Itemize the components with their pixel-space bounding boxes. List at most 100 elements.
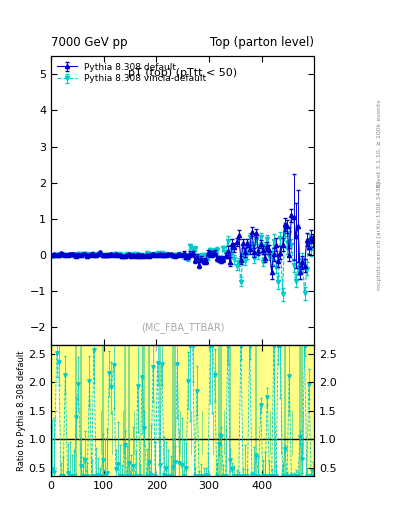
Bar [128, 345, 130, 476]
Bar [161, 345, 163, 476]
Bar [306, 345, 308, 476]
Bar [209, 345, 211, 476]
Bar [80, 345, 82, 476]
Bar [51, 345, 314, 411]
Bar [218, 345, 220, 476]
Bar [196, 345, 198, 476]
Bar [137, 345, 139, 476]
Bar [224, 345, 227, 476]
Bar [310, 345, 312, 476]
Bar [244, 345, 246, 476]
Bar [150, 345, 152, 476]
Bar [257, 345, 259, 476]
Bar [60, 345, 62, 476]
Bar [277, 345, 279, 476]
Bar [303, 345, 306, 476]
Bar [117, 345, 119, 476]
Bar [143, 345, 145, 476]
Bar [66, 345, 68, 476]
Bar [273, 345, 275, 476]
Bar [279, 345, 281, 476]
Bar [231, 345, 233, 476]
Bar [209, 345, 211, 476]
Text: (MC_FBA_TTBAR): (MC_FBA_TTBAR) [141, 322, 224, 333]
Bar [152, 345, 154, 476]
Bar [240, 345, 242, 476]
Text: Rivet 3.1.10, ≥ 100k events: Rivet 3.1.10, ≥ 100k events [377, 99, 382, 187]
Bar [108, 345, 110, 476]
Bar [148, 345, 150, 476]
Bar [55, 345, 58, 476]
Bar [172, 345, 174, 476]
Bar [145, 345, 147, 476]
Bar [181, 345, 183, 476]
Bar [242, 345, 244, 476]
Bar [260, 345, 262, 476]
Bar [275, 345, 277, 476]
Bar [255, 345, 257, 476]
Bar [126, 345, 128, 476]
Bar [139, 345, 141, 476]
Bar [189, 345, 191, 476]
Bar [312, 345, 314, 476]
Bar [62, 345, 64, 476]
Text: pT (top) (pTtt < 50): pT (top) (pTtt < 50) [128, 68, 237, 78]
Bar [227, 345, 229, 476]
Bar [295, 345, 297, 476]
Bar [167, 345, 169, 476]
Bar [161, 345, 163, 476]
Bar [141, 345, 143, 476]
Bar [277, 345, 279, 476]
Bar [308, 345, 310, 476]
Bar [51, 345, 53, 476]
Bar [64, 345, 66, 476]
Text: 7000 GeV pp: 7000 GeV pp [51, 36, 128, 49]
Bar [200, 345, 202, 476]
Bar [281, 345, 284, 476]
Bar [165, 345, 167, 476]
Bar [53, 345, 55, 476]
Bar [284, 345, 286, 476]
Bar [84, 345, 86, 476]
Bar [97, 345, 99, 476]
Bar [222, 345, 224, 476]
Text: Top (parton level): Top (parton level) [210, 36, 314, 49]
Bar [51, 455, 314, 476]
Bar [233, 345, 235, 476]
Bar [170, 345, 172, 476]
Bar [211, 345, 213, 476]
Bar [176, 345, 178, 476]
Legend: Pythia 8.308 default, Pythia 8.308 vincia-default: Pythia 8.308 default, Pythia 8.308 vinci… [55, 61, 208, 85]
Bar [194, 345, 196, 476]
Bar [264, 345, 266, 476]
Bar [159, 345, 161, 476]
Bar [198, 345, 200, 476]
Bar [301, 345, 303, 476]
Bar [266, 345, 268, 476]
Bar [292, 345, 295, 476]
Bar [187, 345, 189, 476]
Bar [262, 345, 264, 476]
Bar [132, 345, 134, 476]
Bar [163, 345, 165, 476]
Bar [95, 345, 97, 476]
Bar [106, 345, 108, 476]
Bar [271, 345, 273, 476]
Bar [273, 345, 275, 476]
Bar [119, 345, 121, 476]
Bar [246, 345, 248, 476]
Bar [104, 345, 106, 476]
Bar [123, 345, 126, 476]
Bar [101, 345, 104, 476]
Bar [249, 345, 251, 476]
Bar [88, 345, 90, 476]
Bar [130, 345, 132, 476]
Bar [86, 345, 88, 476]
Bar [154, 345, 156, 476]
Bar [156, 345, 158, 476]
Bar [185, 345, 187, 476]
Bar [91, 345, 93, 476]
Bar [288, 345, 290, 476]
Bar [75, 345, 77, 476]
Bar [115, 345, 117, 476]
